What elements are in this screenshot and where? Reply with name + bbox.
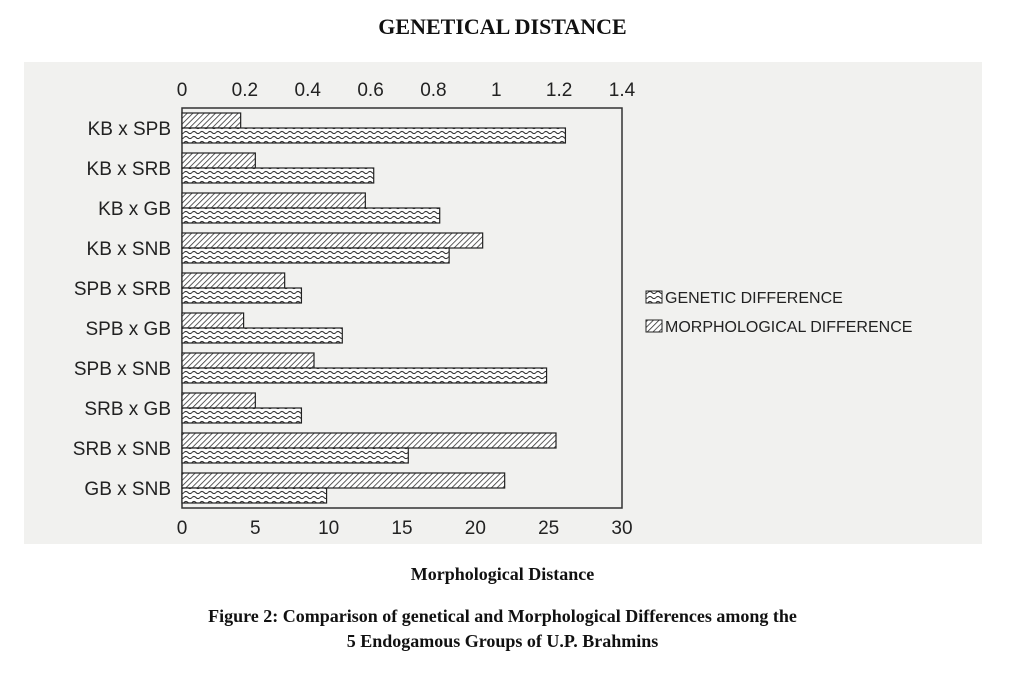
category-label: SPB x SRB xyxy=(74,279,171,300)
bar-morphological xyxy=(181,192,366,209)
category-label: SRB x GB xyxy=(84,399,171,420)
legend-swatch-genetic xyxy=(645,290,663,304)
bar-morphological xyxy=(181,152,256,169)
bar-morphological xyxy=(181,392,256,409)
caption-line-2: 5 Endogamous Groups of U.P. Brahmins xyxy=(346,631,659,651)
category-label: SPB x SNB xyxy=(74,359,171,380)
bottom-axis-title: Morphological Distance xyxy=(410,564,595,584)
legend: GENETIC DIFFERENCE MORPHOLOGICAL DIFFEREN… xyxy=(645,290,912,336)
legend-swatch-morphological xyxy=(645,319,663,333)
top-tick-label: 1 xyxy=(491,80,502,101)
bar-morphological xyxy=(181,112,242,129)
top-tick-label: 0.2 xyxy=(232,80,258,101)
bottom-tick-label: 25 xyxy=(538,518,559,539)
bar-genetic xyxy=(181,207,441,224)
bottom-axis-ticks: 0 5 10 15 20 25 30 xyxy=(177,518,633,539)
bar-morphological xyxy=(181,352,315,369)
bar-genetic xyxy=(181,327,343,344)
bar-genetic xyxy=(181,287,303,304)
category-label: KB x GB xyxy=(98,199,171,220)
category-labels: KB x SPB KB x SRB KB x GB KB x SNB SPB x SRB… xyxy=(73,119,171,500)
top-tick-label: 1.2 xyxy=(546,80,572,101)
bottom-tick-label: 5 xyxy=(250,518,261,539)
bar-genetic xyxy=(181,127,567,144)
top-tick-label: 0.4 xyxy=(295,80,322,101)
legend-label-genetic: GENETIC DIFFERENCE xyxy=(665,290,843,307)
chart-title: GENETICAL DISTANCE xyxy=(378,14,627,39)
category-label: GB x SNB xyxy=(84,479,171,500)
legend-label-morphological: MORPHOLOGICAL DIFFERENCE xyxy=(665,319,912,336)
bottom-tick-label: 10 xyxy=(318,518,339,539)
bar-morphological xyxy=(181,232,484,249)
bar-morphological xyxy=(181,432,557,449)
bar-morphological xyxy=(181,472,506,489)
bars xyxy=(181,112,567,504)
top-tick-label: 0.6 xyxy=(357,80,383,101)
bottom-tick-label: 15 xyxy=(391,518,412,539)
bottom-tick-label: 0 xyxy=(177,518,188,539)
figure-caption: Figure 2: Comparison of genetical and Mo… xyxy=(0,604,1005,654)
plot-area-frame xyxy=(181,107,623,509)
caption-line-1: Figure 2: Comparison of genetical and Mo… xyxy=(208,606,797,626)
category-label: KB x SPB xyxy=(88,119,171,140)
category-label: SPB x GB xyxy=(85,319,171,340)
bar-morphological xyxy=(181,272,286,289)
bar-genetic xyxy=(181,447,409,464)
category-label: KB x SNB xyxy=(87,239,171,260)
bottom-tick-label: 20 xyxy=(465,518,486,539)
top-tick-label: 0.8 xyxy=(420,80,446,101)
bottom-tick-label: 30 xyxy=(611,518,632,539)
bar-genetic xyxy=(181,247,450,264)
bar-genetic xyxy=(181,367,548,384)
top-tick-label: 1.4 xyxy=(609,80,636,101)
top-axis-ticks: 0 0.2 0.4 0.6 0.8 1 1.2 1.4 xyxy=(177,80,636,101)
bar-genetic xyxy=(181,487,328,504)
category-label: SRB x SNB xyxy=(73,439,171,460)
bar-morphological xyxy=(181,312,245,329)
category-label: KB x SRB xyxy=(87,159,171,180)
top-tick-label: 0 xyxy=(177,80,188,101)
bar-genetic xyxy=(181,407,303,424)
bar-genetic xyxy=(181,167,375,184)
